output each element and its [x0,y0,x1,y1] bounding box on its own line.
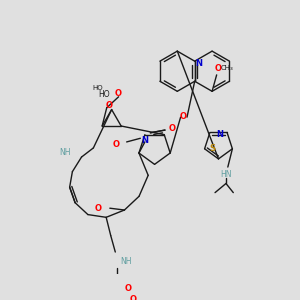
Text: HO: HO [92,85,103,91]
Text: N: N [141,136,148,145]
Text: O: O [112,140,119,149]
Text: O: O [94,204,102,213]
Text: CH₃: CH₃ [220,65,233,71]
Text: S: S [209,144,215,153]
Text: N: N [195,59,202,68]
Text: O: O [180,112,187,121]
Text: NH: NH [59,148,70,157]
Text: O: O [124,284,132,293]
Text: O: O [115,88,122,98]
Text: NH: NH [120,257,131,266]
Text: HO: HO [98,90,110,99]
Text: O: O [106,101,113,110]
Text: HN: HN [220,170,232,179]
Text: O: O [215,64,222,73]
Text: N: N [216,130,223,139]
Text: O: O [130,295,137,300]
Text: O: O [169,124,176,133]
